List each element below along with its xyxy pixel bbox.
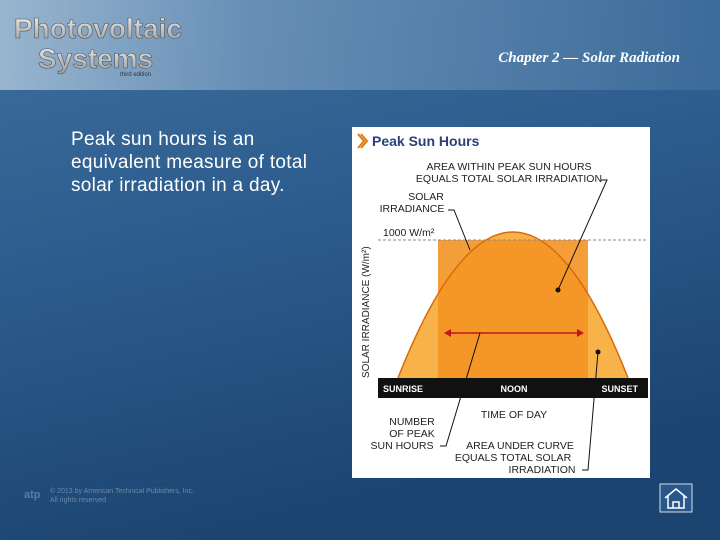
logo-line1: Photovoltaic xyxy=(14,13,182,44)
footer-logo: atp xyxy=(24,489,41,501)
annotation: IRRADIATION xyxy=(509,464,576,476)
annotation: SUN HOURS xyxy=(370,440,433,452)
annotation: AREA WITHIN PEAK SUN HOURS xyxy=(426,161,591,173)
leader xyxy=(582,351,599,471)
home-icon[interactable] xyxy=(664,488,688,509)
x-label: SUNRISE xyxy=(383,384,423,394)
body-text: Peak sun hours is an equivalent measure … xyxy=(71,129,308,196)
leader xyxy=(557,179,608,291)
annotation: EQUALS TOTAL SOLAR xyxy=(455,452,572,464)
y-axis-label: SOLAR IRRADIANCE (W/m²) xyxy=(361,246,372,378)
logo-line2: Systems xyxy=(38,43,153,74)
home-button[interactable] xyxy=(659,483,693,513)
annotation: EQUALS TOTAL SOLAR IRRADIATION xyxy=(416,173,602,185)
copyright: © 2013 by American Technical Publishers,… xyxy=(50,487,194,495)
leader-dot xyxy=(555,287,561,293)
annotation: OF PEAK xyxy=(389,428,435,440)
edition: third edition xyxy=(120,72,151,78)
figure-title: Peak Sun Hours xyxy=(372,133,480,149)
peak-rectangle xyxy=(438,240,588,378)
time-bar xyxy=(378,378,648,398)
header-band xyxy=(0,0,720,90)
irradiance-curve xyxy=(397,231,629,379)
leader xyxy=(440,332,481,447)
annotation: AREA UNDER CURVE xyxy=(466,440,574,452)
annotation: SOLAR xyxy=(408,191,444,203)
leader xyxy=(448,209,471,251)
chapter-title: Chapter 2 — Solar Radiation xyxy=(498,50,680,66)
level-label: 1000 W/m² xyxy=(383,227,435,239)
x-axis-label: TIME OF DAY xyxy=(481,409,547,421)
figure-icon xyxy=(357,133,369,149)
x-label: NOON xyxy=(501,384,528,394)
copyright: All rights reserved xyxy=(50,497,106,504)
leader-dot xyxy=(595,349,601,355)
annotation: NUMBER xyxy=(389,416,435,428)
x-label: SUNSET xyxy=(601,384,638,394)
annotation: IRRADIANCE xyxy=(380,203,445,215)
